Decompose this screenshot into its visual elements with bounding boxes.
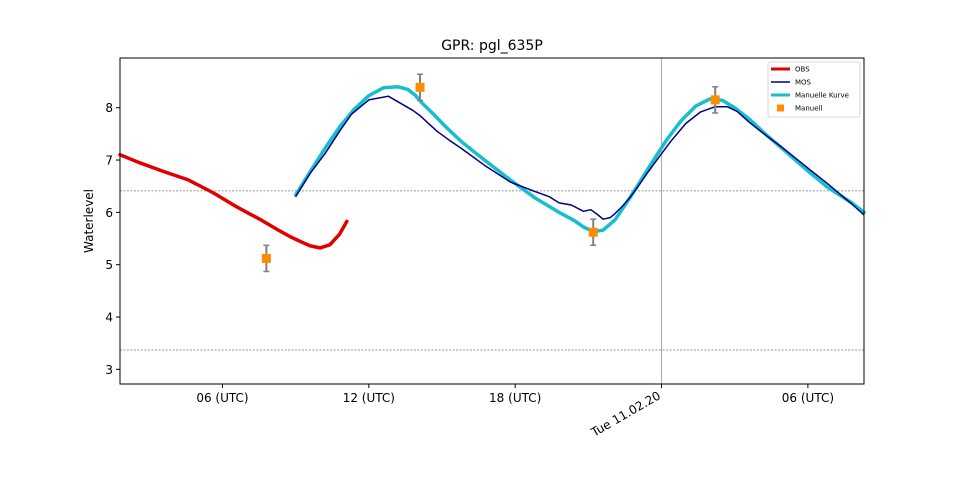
- legend-swatch-manuell: [777, 104, 784, 112]
- legend-label-manuell: Manuell: [795, 105, 822, 113]
- y-tick-label: 4: [105, 311, 113, 325]
- manuell-point: [588, 227, 598, 237]
- series-obs-line: [118, 153, 349, 250]
- legend-label-mos: MOS: [795, 79, 812, 87]
- y-tick-label: 5: [105, 258, 113, 272]
- x-tick-label: 06 (UTC): [196, 391, 248, 405]
- manuell-point: [261, 253, 271, 263]
- legend-label-manuelle-kurve: Manuelle Kurve: [795, 92, 849, 100]
- manuell-point: [415, 82, 425, 92]
- y-tick-label: 3: [105, 363, 113, 377]
- chart-title: GPR: pgl_635P: [441, 38, 543, 54]
- plot-area: [118, 58, 866, 384]
- legend-box: [767, 61, 861, 118]
- plot-frame: [119, 57, 865, 385]
- y-tick-label: 6: [105, 206, 113, 220]
- series-manuelle-kurve-line: [293, 85, 866, 234]
- y-axis: 3 4 5 6 7 8: [105, 101, 120, 377]
- legend: OBS MOS Manuelle Kurve Manuell: [767, 61, 861, 118]
- y-axis-label: Waterlevel: [82, 189, 96, 253]
- manuell-point: [710, 95, 720, 105]
- x-tick-label: 18 (UTC): [489, 391, 541, 405]
- x-tick-label: 06 (UTC): [782, 391, 834, 405]
- y-tick-label: 8: [105, 101, 113, 115]
- legend-label-obs: OBS: [795, 66, 810, 74]
- series-mos-line: [294, 95, 865, 220]
- x-tick-label: 12 (UTC): [343, 391, 395, 405]
- y-tick-label: 7: [105, 154, 113, 168]
